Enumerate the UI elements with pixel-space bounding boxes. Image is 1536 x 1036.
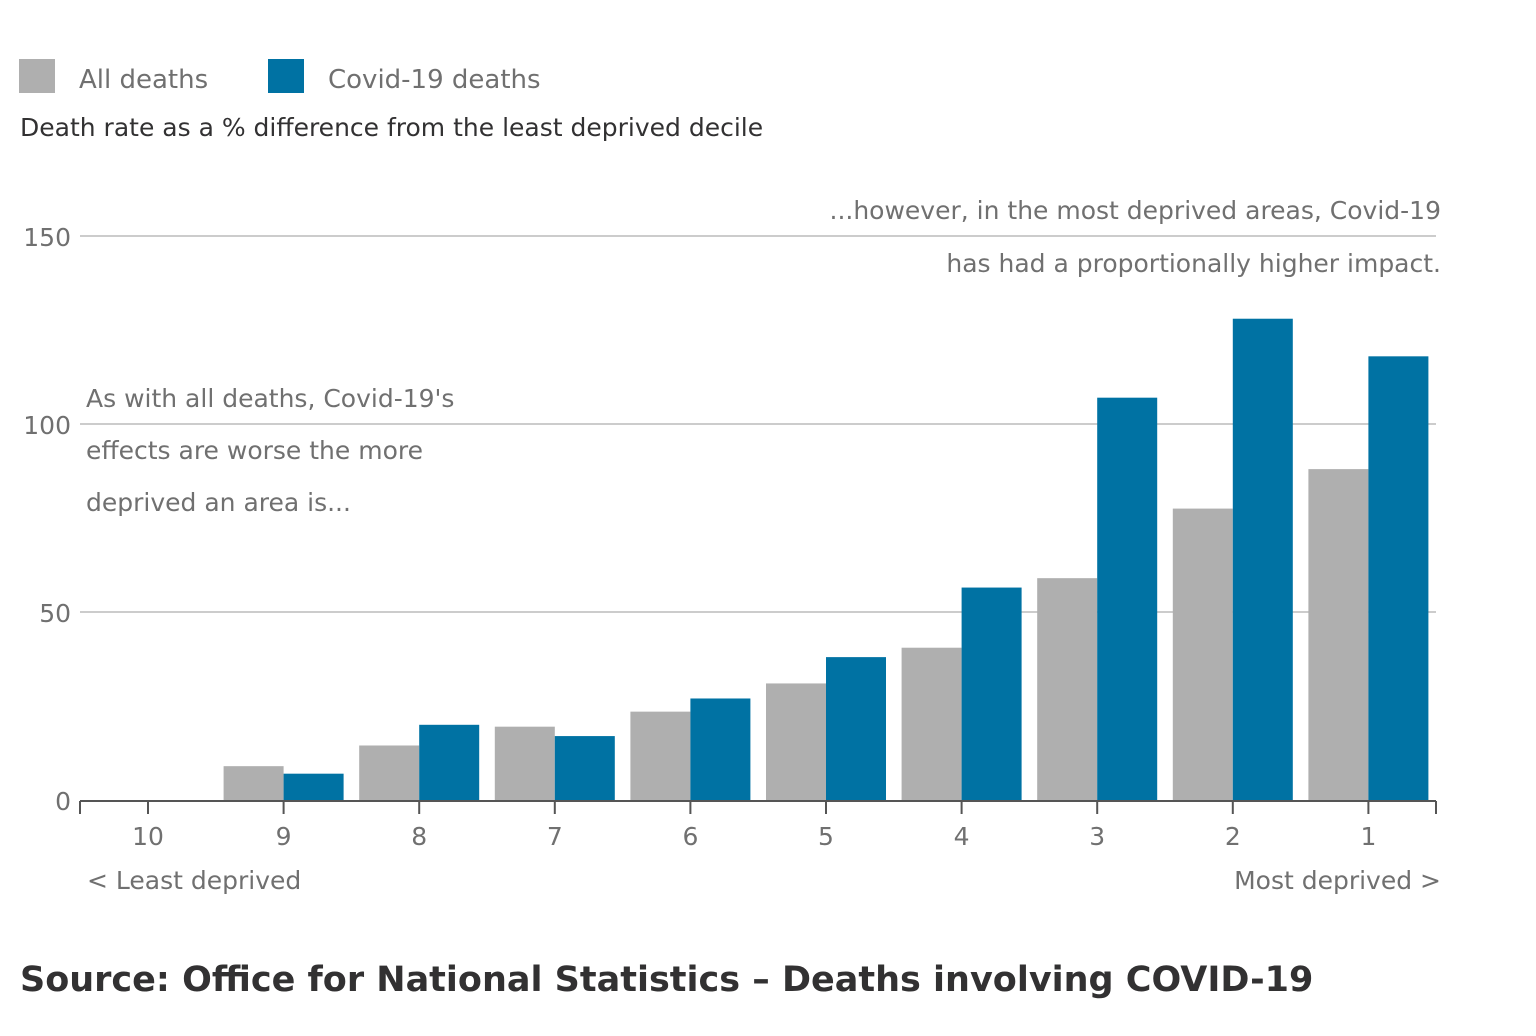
bar-covid-deaths-decile-9 xyxy=(283,773,344,800)
legend-swatch-all-deaths xyxy=(19,59,55,93)
bar-all-deaths-decile-9 xyxy=(223,766,284,800)
annotation-left-line-3: deprived an area is... xyxy=(86,488,351,517)
bar-covid-deaths-decile-2 xyxy=(1232,318,1293,800)
bar-covid-deaths-decile-8 xyxy=(419,724,480,800)
x-tick-label-3: 3 xyxy=(1089,822,1105,851)
axis-end-label-least-deprived: < Least deprived xyxy=(87,866,301,895)
bar-covid-deaths-decile-1 xyxy=(1368,356,1429,800)
axis-end-label-most-deprived: Most deprived > xyxy=(1234,866,1441,895)
x-tick-label-10: 10 xyxy=(132,822,164,851)
bar-all-deaths-decile-1 xyxy=(1308,469,1369,800)
bar-covid-deaths-decile-7 xyxy=(554,736,615,800)
y-tick-label-150: 150 xyxy=(23,223,71,252)
bar-all-deaths-decile-2 xyxy=(1172,508,1233,800)
x-tick-label-5: 5 xyxy=(818,822,834,851)
x-tick-label-8: 8 xyxy=(411,822,427,851)
bar-all-deaths-decile-4 xyxy=(901,647,962,800)
y-tick-label-100: 100 xyxy=(23,411,71,440)
annotation-right-line-2: has had a proportionally higher impact. xyxy=(946,249,1441,278)
x-tick-label-9: 9 xyxy=(276,822,292,851)
bar-covid-deaths-decile-5 xyxy=(826,657,886,800)
chart-subtitle: Death rate as a % difference from the le… xyxy=(20,113,764,142)
x-tick-label-4: 4 xyxy=(954,822,970,851)
legend-swatch-covid-deaths xyxy=(268,59,304,93)
bar-covid-deaths-decile-3 xyxy=(1097,397,1158,800)
legend-label-all-deaths: All deaths xyxy=(79,65,209,95)
bar-covid-deaths-decile-4 xyxy=(961,587,1022,800)
bar-all-deaths-decile-8 xyxy=(359,745,420,800)
source-credit: Source: Office for National Statistics –… xyxy=(20,960,1314,1000)
legend-label-covid-deaths: Covid-19 deaths xyxy=(328,65,541,95)
annotation-left-line-2: effects are worse the more xyxy=(86,436,423,465)
bar-chart: 0 50 100 150 10 9 8 7 6 5 4 3 2 1 < Least deprived Most… xyxy=(23,196,1442,895)
bar-all-deaths-decile-6 xyxy=(630,711,691,800)
x-tick-label-2: 2 xyxy=(1225,822,1241,851)
x-tick-label-1: 1 xyxy=(1360,822,1376,851)
y-tick-label-50: 50 xyxy=(39,599,71,628)
annotation-right-line-1: ...however, in the most deprived areas, … xyxy=(830,196,1442,225)
bar-all-deaths-decile-3 xyxy=(1037,578,1098,800)
y-tick-label-0: 0 xyxy=(55,787,71,816)
bar-all-deaths-decile-5 xyxy=(766,683,826,800)
x-tick-label-6: 6 xyxy=(682,822,698,851)
bar-covid-deaths-decile-6 xyxy=(690,698,751,800)
x-tick-label-7: 7 xyxy=(547,822,563,851)
bar-all-deaths-decile-7 xyxy=(494,726,555,800)
annotation-left-line-1: As with all deaths, Covid-19's xyxy=(86,384,454,413)
